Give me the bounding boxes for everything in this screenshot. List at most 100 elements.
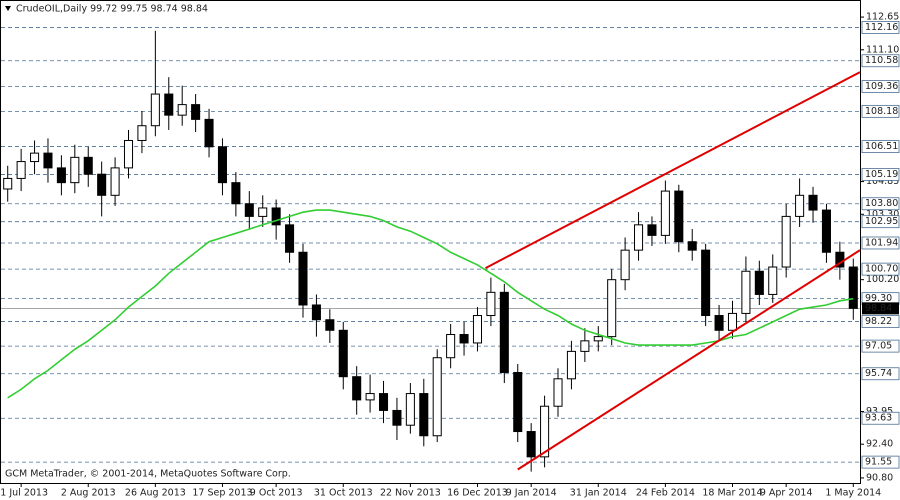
candle-body [714,315,724,331]
candle-body [848,266,858,309]
candle-body [781,215,791,268]
level-box [861,455,900,469]
candle-body [258,207,268,217]
candle-body [338,329,348,378]
chart-title: CrudeOIL,Daily 99.72 99.75 98.74 98.84 [16,4,208,15]
x-tick-label: 9 Oct 2013 [250,488,303,499]
candle-body [271,207,281,226]
candle-body [325,319,335,331]
candle-body [244,203,254,217]
y-tick-label: 100.20 [866,274,899,285]
candle-body [593,336,603,342]
candle-body [607,279,617,338]
moving-average [7,209,854,399]
candle-body [110,167,120,196]
footer: GCM MetaTrader, © 2001-2014, MetaQuotes … [5,469,291,480]
level-label: 93.63 [865,413,892,424]
menu-arrow[interactable] [5,6,11,11]
candle-body [405,393,415,426]
level-label: 106.51 [865,141,898,152]
candle-body [298,251,308,306]
candle-body [137,125,147,141]
candle-body [459,334,469,344]
candle-body [741,270,751,314]
candle-body [83,156,93,175]
level-label: 105.19 [865,169,898,180]
x-tick-label: 2 Aug 2013 [61,488,116,499]
candle-body [553,378,563,407]
candle-body [30,152,40,163]
level-label: 101.94 [865,237,898,248]
candle-body [191,104,201,120]
candle-body [674,190,684,243]
y-tick-label: 111.10 [866,44,899,55]
candle-body [352,376,362,401]
level-label: 110.58 [865,55,898,66]
level-label: 97.05 [865,341,892,352]
candle-body [3,177,13,190]
candle-body [16,161,26,179]
candle-body [526,431,536,458]
level-label: 109.36 [865,81,898,92]
plot [3,30,861,472]
current-price-box [862,302,899,315]
candle-body [378,393,389,411]
candle-body [660,190,670,236]
candle-body [150,93,160,127]
candle-body [231,182,241,205]
candle-body [164,93,174,116]
candle-body [513,371,523,433]
candle-body [768,266,778,295]
candle-body [499,291,509,373]
candle-body [634,224,644,251]
trend-line [485,71,861,269]
level-label: 103.80 [865,198,898,209]
level-label: 112.16 [865,22,898,33]
candle-body [204,118,214,148]
candle-body [70,156,80,184]
x-tick-label: 1 May 2014 [825,488,881,499]
y-tick-label: 104.85 [866,176,899,187]
level-box [861,315,900,328]
candle-body [566,350,576,380]
trend-line [517,249,861,471]
candle-body [311,304,321,321]
candle-body [808,194,818,211]
x-tick-label: 26 Aug 2013 [125,488,186,499]
candle-body [580,340,590,352]
x-tick-label: 9 Jan 2014 [506,488,557,499]
x-tick-label: 9 Apr 2014 [760,488,813,499]
candle-body [687,241,697,251]
level-box [861,140,900,153]
candle-body [123,139,134,169]
candle-body [43,152,53,169]
candle-body [795,194,805,217]
x-tick-label: 17 Sep 2013 [192,488,252,499]
level-label: 91.55 [865,457,892,468]
x-tick-label: 24 Feb 2014 [636,488,695,499]
level-box [861,236,900,250]
candle-body [285,224,295,253]
level-box [861,104,900,118]
current-price-label: 98.84 [865,303,892,314]
x-tick-label: 11 Jul 2013 [0,488,48,499]
x-tick-label: 16 Dec 2013 [447,488,508,499]
grid [1,27,860,463]
y-tick-label: 112.65 [866,12,899,23]
level-label: 99.30 [865,293,892,304]
level-label: 98.22 [865,316,892,327]
x-tick-label: 31 Jan 2014 [570,488,627,499]
candle-body [540,405,550,458]
level-box [861,21,900,34]
candle-body [446,334,456,359]
level-box [861,215,900,229]
level-box [861,367,900,381]
y-tick-label: 92.40 [866,439,893,450]
level-label: 108.18 [865,106,898,117]
x-tick-label: 22 Nov 2013 [380,488,441,499]
y-tick-label: 90.80 [866,472,893,483]
level-box [861,411,900,425]
level-label: 102.95 [865,216,898,227]
